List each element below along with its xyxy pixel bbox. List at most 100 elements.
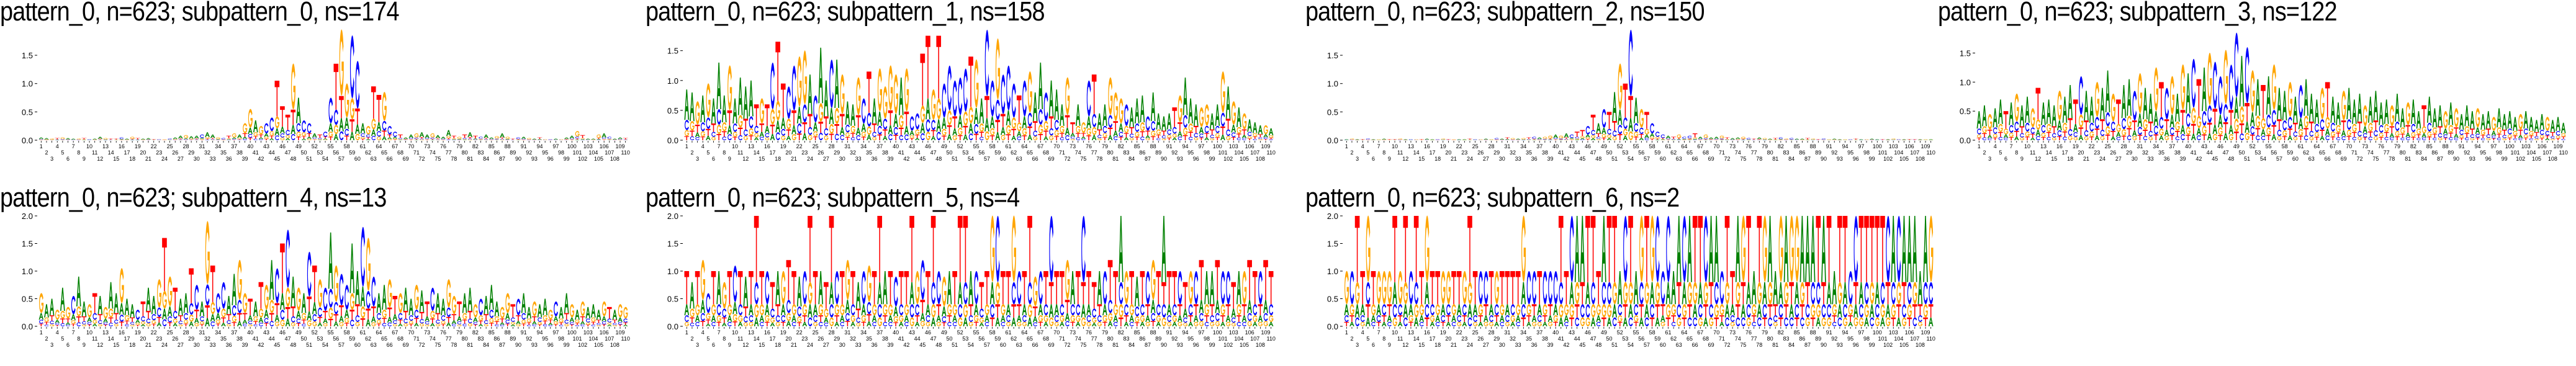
logo-letter-T	[2250, 135, 2255, 140]
logo-letter-A	[1049, 304, 1054, 317]
logo-letter-T	[840, 114, 845, 127]
logo-letter-T	[1204, 133, 1209, 137]
x-tick-label: 23	[156, 150, 162, 156]
logo-letter-G	[1548, 322, 1552, 326]
logo-letter-G	[2186, 127, 2191, 135]
logo-letter-T	[1752, 315, 1757, 322]
logo-letter-A	[1081, 304, 1086, 317]
logo-letter-T	[575, 323, 580, 325]
logo-letter-A	[888, 125, 893, 134]
logo-letter-G	[2427, 132, 2431, 136]
y-tick-label: 1.5	[1960, 48, 1971, 58]
logo-letter-T	[2068, 118, 2073, 129]
logo-letter-C	[1688, 136, 1692, 138]
logo-letter-G	[548, 310, 552, 319]
logo-letter-G	[425, 324, 430, 326]
logo-letter-T	[877, 135, 882, 140]
logo-letter-G	[1264, 125, 1268, 134]
logo-letter-T	[189, 269, 194, 303]
x-tick-label: 102	[578, 342, 587, 348]
logo-letter-C	[2374, 130, 2378, 136]
logo-letter-C	[1081, 139, 1086, 140]
logo-letter-C	[2320, 119, 2325, 130]
logo-letter-A	[2191, 134, 2196, 140]
x-tick-label: 99	[564, 156, 570, 162]
logo-letter-A	[1382, 138, 1387, 140]
logo-letter-G	[2084, 136, 2089, 140]
logo-letter-C	[222, 282, 226, 309]
logo-letter-C	[1119, 132, 1124, 137]
logo-letter-T	[1451, 271, 1456, 304]
logo-letter-G	[910, 135, 914, 138]
logo-letter-C	[2229, 65, 2233, 110]
logo-letter-G	[45, 318, 49, 322]
logo-letter-T	[1038, 134, 1043, 140]
x-tick-label: 47	[1590, 150, 1596, 156]
x-tick-label: 54	[968, 342, 974, 348]
logo-letter-G	[1194, 322, 1198, 326]
logo-letter-A	[808, 74, 813, 114]
x-tick-label: 90	[2453, 156, 2459, 162]
logo-letter-T	[1848, 315, 1853, 322]
logo-letter-G	[963, 304, 968, 317]
logo-letter-T	[1923, 318, 1928, 326]
logo-letter-T	[1553, 322, 1558, 326]
logo-letter-C	[291, 134, 295, 140]
logo-letter-T	[980, 282, 984, 309]
x-tick-label: 4	[701, 329, 705, 336]
logo-letter-T	[1998, 132, 2003, 137]
logo-letter-A	[205, 318, 210, 326]
logo-letter-A	[786, 321, 791, 326]
y-tick-label: 1.0	[1960, 78, 1971, 87]
logo-letter-A	[473, 318, 478, 322]
logo-letter-G	[1462, 271, 1467, 304]
x-tick-label: 46	[1585, 329, 1591, 336]
logo-letter-A	[1725, 304, 1730, 317]
logo-letter-C	[1017, 271, 1022, 304]
logo-letter-T	[1634, 137, 1639, 140]
logo-letter-C	[2325, 136, 2330, 140]
logo-letter-C	[1355, 318, 1359, 326]
logo-letter-T	[2400, 134, 2405, 138]
logo-letter-A	[467, 288, 472, 311]
logo-letter-T	[1113, 271, 1118, 304]
logo-letter-C	[243, 139, 247, 140]
logo-letter-C	[1205, 322, 1209, 326]
logo-letter-T	[1741, 282, 1746, 305]
logo-letter-A	[366, 319, 371, 326]
logo-letter-G	[1822, 318, 1826, 326]
logo-letter-C	[2304, 135, 2308, 140]
x-tick-label: 67	[1697, 329, 1703, 336]
x-tick-label: 56	[2271, 150, 2277, 156]
logo-letter-C	[894, 277, 898, 306]
logo-letter-T	[2228, 110, 2233, 125]
logo-letter-C	[1757, 318, 1762, 326]
logo-letter-A	[484, 296, 489, 314]
logo-letter-T	[511, 304, 516, 317]
logo-letter-G	[2374, 136, 2378, 140]
logo-letter-C	[1709, 304, 1713, 317]
logo-letter-A	[1081, 136, 1086, 138]
x-tick-label: 103	[583, 143, 593, 150]
logo-letter-A	[1977, 111, 1982, 128]
logo-letter-A	[178, 136, 183, 138]
logo-letter-A	[765, 304, 770, 315]
logo-letter-C	[1452, 322, 1456, 326]
logo-letter-G	[2223, 50, 2228, 104]
x-tick-label: 26	[172, 336, 178, 342]
logo-letter-G	[781, 271, 785, 304]
logo-letter-G	[457, 324, 462, 326]
logo-letter-T	[754, 216, 759, 282]
logo-letter-A	[387, 137, 392, 139]
logo-letter-G	[1071, 139, 1075, 140]
x-tick-label: 10	[732, 143, 738, 150]
logo-letter-G	[2025, 132, 2030, 136]
logo-letter-A	[1006, 304, 1011, 315]
logo-letter-C	[328, 98, 333, 123]
x-tick-label: 105	[594, 342, 603, 348]
logo-letter-T	[2513, 136, 2518, 138]
logo-letter-A	[446, 130, 451, 136]
x-tick-label: 28	[182, 329, 189, 336]
logo-letter-G	[915, 130, 919, 135]
logo-letter-T	[575, 138, 580, 140]
